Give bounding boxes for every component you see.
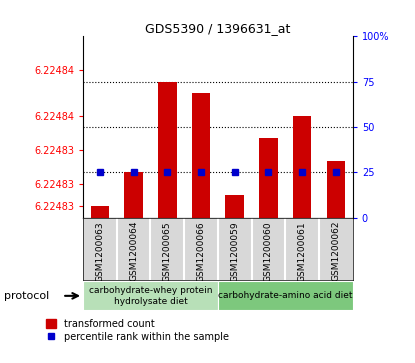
Text: GSM1200060: GSM1200060	[264, 221, 273, 282]
Bar	[259, 138, 278, 218]
Text: carbohydrate-amino acid diet: carbohydrate-amino acid diet	[218, 291, 353, 300]
Title: GDS5390 / 1396631_at: GDS5390 / 1396631_at	[145, 22, 290, 35]
Bar	[90, 207, 109, 218]
Text: GSM1200065: GSM1200065	[163, 221, 172, 282]
Bar	[293, 116, 311, 218]
Text: protocol: protocol	[4, 291, 49, 301]
Bar	[158, 82, 176, 218]
Text: GSM1200064: GSM1200064	[129, 221, 138, 281]
Legend: transformed count, percentile rank within the sample: transformed count, percentile rank withi…	[46, 319, 229, 342]
Bar	[124, 172, 143, 218]
Text: GSM1200059: GSM1200059	[230, 221, 239, 282]
Text: carbohydrate-whey protein
hydrolysate diet: carbohydrate-whey protein hydrolysate di…	[89, 286, 212, 306]
Bar	[83, 281, 218, 310]
Bar	[225, 195, 244, 218]
Bar	[192, 93, 210, 218]
Bar	[327, 161, 345, 218]
Text: GSM1200062: GSM1200062	[332, 221, 340, 281]
Bar	[218, 281, 353, 310]
Text: GSM1200061: GSM1200061	[298, 221, 307, 282]
Text: GSM1200066: GSM1200066	[197, 221, 205, 282]
Text: GSM1200063: GSM1200063	[95, 221, 104, 282]
